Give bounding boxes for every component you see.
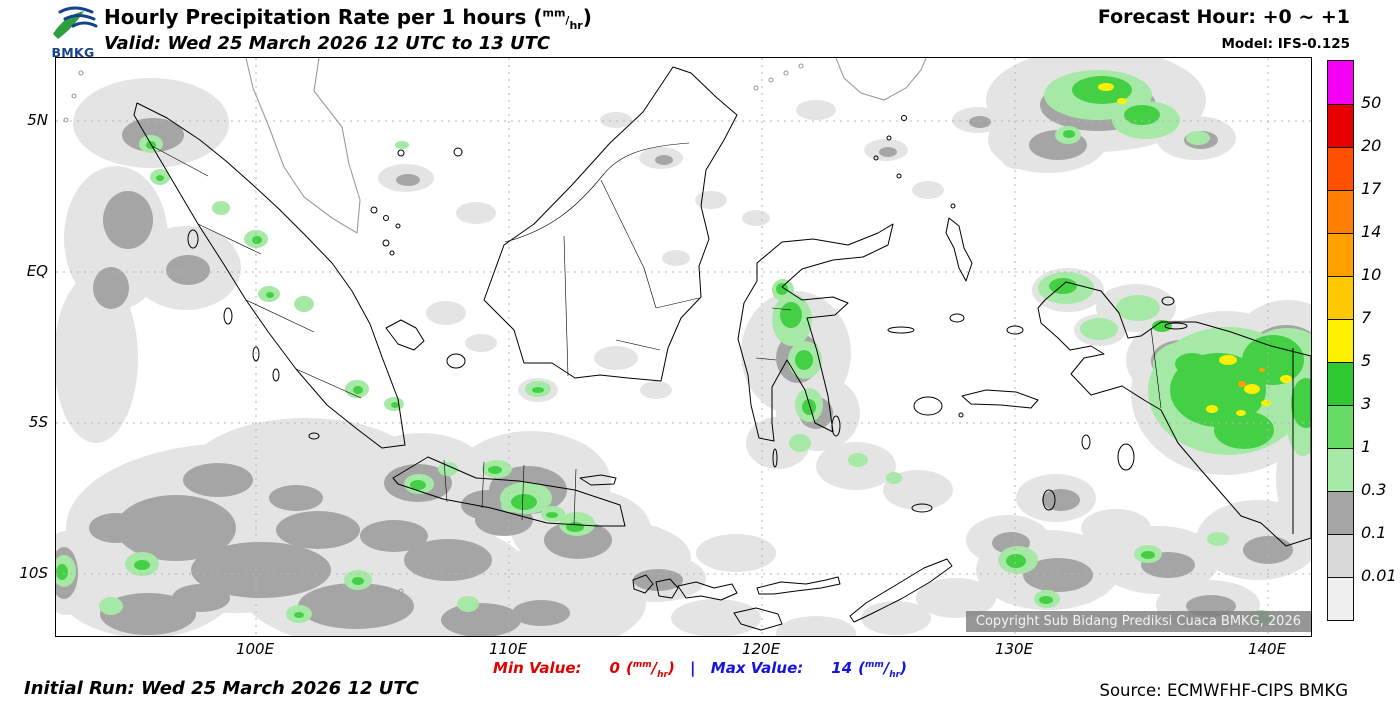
map-copyright: Copyright Sub Bidang Prediksi Cuaca BMKG… xyxy=(965,611,1311,632)
precip-legend xyxy=(1327,60,1354,621)
lat-label-eq: EQ xyxy=(26,262,48,280)
legend-value: 0.3 xyxy=(1361,480,1387,499)
legend-segment xyxy=(1328,448,1353,491)
max-unit-den: hr xyxy=(889,670,901,680)
legend-value: 50 xyxy=(1361,93,1382,112)
precip-layer-yellow xyxy=(1098,83,1292,416)
map-canvas: Copyright Sub Bidang Prediksi Cuaca BMKG… xyxy=(55,57,1312,637)
legend-segment xyxy=(1328,104,1353,147)
legend-segment xyxy=(1328,577,1353,620)
min-unit-den: hr xyxy=(657,670,668,680)
bmkg-logo: BMKG xyxy=(42,3,104,60)
legend-segment xyxy=(1328,491,1353,534)
min-unit: (mm/hr) xyxy=(625,659,675,680)
title-unit-den: hr xyxy=(569,19,583,32)
model-label: Model: IFS-0.125 xyxy=(1221,36,1350,52)
legend-value: 0.1 xyxy=(1361,523,1387,542)
legend-segment xyxy=(1328,276,1353,319)
min-unit-slash: / xyxy=(651,659,658,677)
max-value-label: Max Value: xyxy=(710,659,804,677)
forecast-hour-label: Forecast Hour: +0 ~ +1 xyxy=(1097,6,1350,28)
min-unit-num: mm xyxy=(632,660,652,670)
title-paren-open: ( xyxy=(533,5,543,29)
legend-segment xyxy=(1328,190,1353,233)
legend-value: 14 xyxy=(1361,222,1382,241)
legend-value: 10 xyxy=(1361,265,1382,284)
max-value: 14 xyxy=(831,659,853,677)
max-unit-num: mm xyxy=(865,660,884,670)
valid-range-label: Valid: Wed 25 March 2026 12 UTC to 13 UT… xyxy=(104,33,551,54)
legend-segment xyxy=(1328,61,1353,104)
legend-value: 5 xyxy=(1361,351,1372,370)
legend-value: 20 xyxy=(1361,136,1382,155)
lon-label-110e: 110E xyxy=(488,640,528,658)
precip-layer-green xyxy=(56,76,1311,618)
min-value: 0 xyxy=(609,659,620,677)
title-text: Hourly Precipitation Rate per 1 hours xyxy=(104,5,534,29)
max-unit: (mm/hr) xyxy=(858,659,907,680)
legend-segment xyxy=(1328,147,1353,190)
initial-run-label: Initial Run: Wed 25 March 2026 12 UTC xyxy=(24,678,419,699)
legend-segment xyxy=(1328,405,1353,448)
source-label: Source: ECMWFHF-CIPS BMKG xyxy=(1099,681,1348,700)
legend-value: 7 xyxy=(1361,308,1372,327)
legend-segment xyxy=(1328,534,1353,577)
bmkg-logo-text: BMKG xyxy=(51,45,95,60)
page-title: Hourly Precipitation Rate per 1 hours (m… xyxy=(104,5,592,32)
lat-label-10s: 10S xyxy=(19,564,48,582)
lon-label-120e: 120E xyxy=(741,640,781,658)
foreign-coastlines xyxy=(63,58,927,594)
max-unit-slash: / xyxy=(883,659,890,677)
legend-segment xyxy=(1328,233,1353,276)
lon-label-140e: 140E xyxy=(1247,640,1287,658)
lat-label-5n: 5N xyxy=(27,111,48,129)
legend-value: 17 xyxy=(1361,179,1382,198)
lon-label-130e: 130E xyxy=(994,640,1034,658)
legend-value: 0.01 xyxy=(1361,566,1397,585)
title-paren-close: ) xyxy=(582,5,592,29)
bmkg-logo-icon xyxy=(53,6,98,39)
indonesia-map-svg xyxy=(56,58,1311,636)
legend-segment xyxy=(1328,362,1353,405)
legend-value: 1 xyxy=(1361,437,1372,456)
precip-layer-orange xyxy=(1238,368,1265,387)
admin-borders xyxy=(151,142,1294,534)
lat-label-5s: 5S xyxy=(28,413,48,431)
title-unit-slash: / xyxy=(565,14,570,27)
min-value-label: Min Value: xyxy=(493,659,582,677)
legend-value: 3 xyxy=(1361,394,1372,413)
lon-label-100e: 100E xyxy=(235,640,275,658)
legend-segment xyxy=(1328,319,1353,362)
value-separator: | xyxy=(690,659,696,677)
title-unit-num: mm xyxy=(542,6,566,20)
minmax-line: Min Value: 0 (mm/hr) | Max Value: 14 (mm/hr) xyxy=(0,659,1400,680)
